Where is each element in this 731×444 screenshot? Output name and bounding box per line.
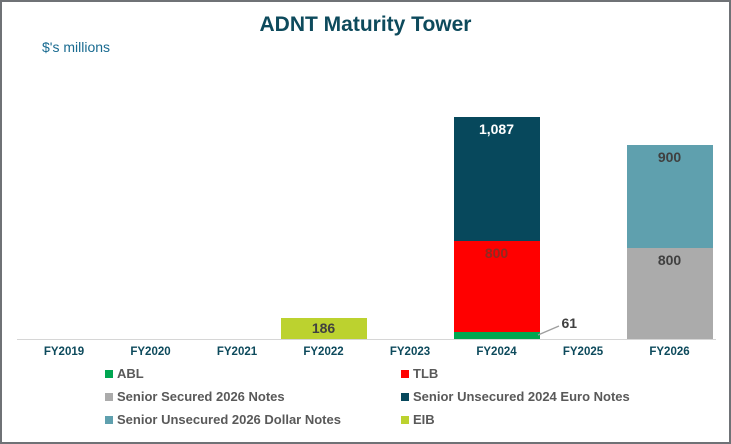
bar-segment-abl-fy2024 [453, 332, 540, 339]
x-axis-label-fy2026: FY2026 [649, 346, 690, 358]
units-label: $'s millions [42, 39, 111, 55]
legend-label-senior-secured-2026-notes: Senior Secured 2026 Notes [117, 389, 285, 404]
bar-segment-senior-secured-2026-notes-fy2026: 800 [626, 247, 713, 339]
legend-item-senior-unsecured-2024-euro-notes: Senior Unsecured 2024 Euro Notes [401, 389, 630, 404]
legend: ABL TLB Senior Secured 2026 Notes Senior Un… [105, 366, 630, 427]
x-axis-label-fy2021: FY2021 [216, 346, 258, 358]
legend-label-abl: ABL [117, 366, 144, 381]
legend-label-senior-unsecured-2024-euro-notes: Senior Unsecured 2024 Euro Notes [413, 389, 630, 404]
bar-segment-senior-unsecured-2024-euro-notes-fy2024: 1,087 [453, 117, 540, 241]
legend-swatch-senior-unsecured-2026-dollar-notes [105, 415, 113, 424]
legend-swatch-eib [401, 415, 409, 424]
legend-label-eib: EIB [413, 412, 435, 427]
data-label-eib-fy2022: 186 [311, 320, 336, 337]
chart-title: ADNT Maturity Tower [259, 13, 472, 36]
legend-label-senior-unsecured-2026-dollar-notes: Senior Unsecured 2026 Dollar Notes [117, 412, 341, 427]
bar-segment-senior-unsecured-2026-dollar-notes-fy2026: 900 [626, 145, 713, 248]
x-axis-label-fy2023: FY2023 [389, 346, 431, 358]
legend-swatch-senior-secured-2026-notes [105, 392, 113, 401]
legend-item-eib: EIB [401, 412, 630, 427]
callout-line-abl [537, 325, 559, 336]
legend-label-tlb: TLB [413, 366, 439, 381]
legend-item-senior-unsecured-2026-dollar-notes: Senior Unsecured 2026 Dollar Notes [105, 412, 401, 427]
x-axis-label-fy2025: FY2025 [562, 346, 604, 358]
data-label-senior-unsecured-2024-euro-notes-fy2024: 1,087 [478, 121, 515, 137]
x-axis-label-fy2020: FY2020 [130, 346, 171, 358]
legend-item-abl: ABL [105, 366, 401, 381]
data-label-abl-fy2024: 61 [561, 315, 578, 332]
bar-segment-eib-fy2022: 186 [280, 317, 367, 339]
legend-swatch-senior-unsecured-2024-euro-notes [401, 392, 409, 401]
legend-item-tlb: TLB [401, 366, 630, 381]
x-axis-label-fy2019: FY2019 [43, 346, 85, 358]
x-axis-label-fy2024: FY2024 [476, 346, 517, 358]
data-label-senior-unsecured-2026-dollar-notes-fy2026: 900 [657, 149, 682, 166]
x-axis-label-fy2022: FY2022 [303, 346, 344, 358]
legend-item-senior-secured-2026-notes: Senior Secured 2026 Notes [105, 389, 401, 404]
data-label-tlb-fy2024: 800 [484, 244, 509, 261]
data-label-senior-secured-2026-notes-fy2026: 800 [657, 251, 682, 268]
x-axis-line [17, 339, 716, 340]
bar-segment-tlb-fy2024: 800 [453, 240, 540, 333]
legend-swatch-abl [105, 369, 113, 378]
legend-swatch-tlb [401, 369, 409, 378]
